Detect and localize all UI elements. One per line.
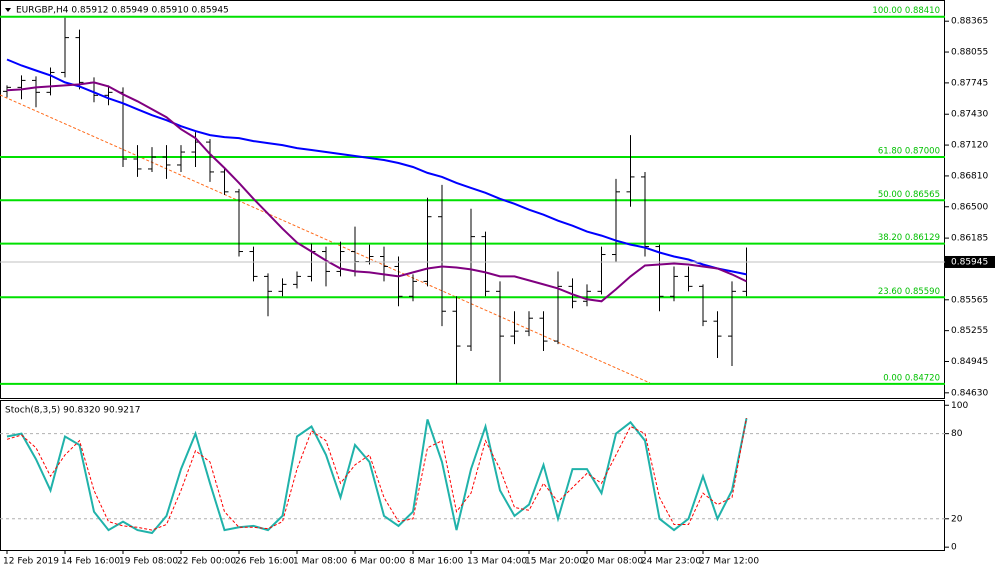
x-tick-label: 26 Feb 16:00 <box>235 557 294 567</box>
y-tick-label: 80 <box>951 429 963 439</box>
fib-label: 0.00 0.84720 <box>883 373 940 383</box>
line-series <box>6 418 748 535</box>
fib-label: 50.00 0.86565 <box>878 190 940 200</box>
x-tick-label: 8 Mar 16:00 <box>409 557 464 567</box>
x-tick-label: 1 Mar 08:00 <box>293 557 348 567</box>
y-tick-label: 0.88055 <box>951 48 988 58</box>
y-tick-label: 20 <box>951 514 963 524</box>
y-tick-label: 100 <box>951 401 968 411</box>
y-tick-label: 0.84630 <box>951 388 988 398</box>
y-tick-label: 0.88365 <box>951 17 988 27</box>
x-tick-label: 24 Mar 23:00 <box>641 557 701 567</box>
y-tick-label: 0.85255 <box>951 326 988 336</box>
last-price-label: 0.85945 <box>951 257 988 267</box>
x-tick-label: 6 Mar 00:00 <box>351 557 406 567</box>
y-tick-label: 0 <box>951 543 957 553</box>
indicator-title: Stoch(8,3,5) 90.8320 90.9217 <box>5 406 140 416</box>
y-tick-label: 0.84945 <box>951 357 988 367</box>
line-series <box>6 418 747 531</box>
y-tick-label: 0.86500 <box>951 202 988 212</box>
x-tick-label: 12 Feb 2019 <box>3 557 59 567</box>
fib-label: 100.00 0.88410 <box>872 6 940 16</box>
fib-label: 23.60 0.85590 <box>878 287 940 297</box>
x-tick-label: 20 Mar 08:00 <box>583 557 643 567</box>
fib-label: 38.20 0.86129 <box>878 233 940 243</box>
x-tick-label: 15 Mar 20:00 <box>525 557 585 567</box>
x-tick-label: 27 Mar 12:00 <box>699 557 759 567</box>
y-tick-label: 0.86185 <box>951 234 988 244</box>
fib-label: 61.80 0.87000 <box>878 147 940 157</box>
menu-arrow <box>5 8 11 12</box>
line-series <box>6 58 747 276</box>
y-tick-label: 0.87430 <box>951 110 988 120</box>
line-series <box>6 81 747 303</box>
trend-line <box>0 94 651 384</box>
x-tick-label: 22 Feb 00:00 <box>177 557 236 567</box>
last-price-box <box>945 255 995 268</box>
y-tick-label: 0.87120 <box>951 141 988 151</box>
y-tick-label: 0.85565 <box>951 295 988 305</box>
x-tick-label: 13 Mar 04:00 <box>467 557 527 567</box>
y-tick-label: 0.86810 <box>951 171 988 181</box>
chart-title: EURGBP,H4 0.85912 0.85949 0.85910 0.8594… <box>16 6 229 16</box>
y-tick-label: 0.87745 <box>951 78 988 88</box>
x-tick-label: 14 Feb 16:00 <box>61 557 120 567</box>
x-tick-label: 19 Feb 08:00 <box>119 557 178 567</box>
